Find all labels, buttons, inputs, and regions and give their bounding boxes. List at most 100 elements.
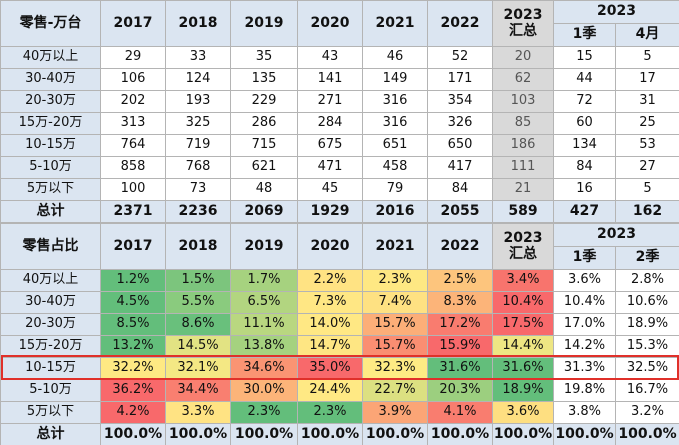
cell: 100 [100,178,166,201]
total-cell: 100.0% [165,423,231,445]
cell: 15.7% [362,335,428,358]
cell: 14.5% [165,335,231,358]
header-row: 1季 2季 [1,246,679,270]
cell: 34.6% [230,357,298,380]
cell: 73 [165,178,231,201]
header-sub: 2季 [615,246,679,270]
total-cell: 100.0% [492,423,554,445]
header-year: 2022 [427,0,493,47]
cell: 32.3% [362,357,428,380]
total-cell: 2069 [230,200,298,223]
cell: 25 [615,112,679,135]
cell: 354 [427,90,493,113]
total-label: 总计 [0,200,101,223]
cell: 103 [492,90,554,113]
total-cell: 2016 [362,200,428,223]
cell: 84 [427,178,493,201]
cell: 171 [427,68,493,91]
cell: 20 [492,46,554,69]
data-row: 20-30万 202 193 229 271 316 354 103 72 31 [0,90,679,113]
cell: 2.2% [297,269,363,292]
cell: 18.9% [492,379,554,402]
cell: 53 [615,134,679,157]
cell: 229 [230,90,298,113]
total-cell: 2055 [427,200,493,223]
cell: 286 [230,112,298,135]
cell: 4.1% [427,401,493,424]
header-year: 2017 [100,0,166,47]
cell: 10.4% [553,291,616,314]
cell: 15.7% [362,313,428,336]
cell: 202 [100,90,166,113]
cell: 764 [100,134,166,157]
total-cell: 427 [553,200,616,223]
total-cell: 162 [615,200,679,223]
cell: 417 [427,156,493,179]
cell: 5.5% [165,291,231,314]
cell: 111 [492,156,554,179]
row-label: 5万以下 [0,401,101,424]
header-row: 零售占比 2017 2018 2019 2020 2021 2022 2023 汇总 2023 [0,223,679,270]
cell: 2.5% [427,269,493,292]
data-table: 零售-万台 2017 2018 2019 2020 2021 2022 2023 汇总 2023 1… [0,0,679,223]
cell: 72 [553,90,616,113]
cell: 650 [427,134,493,157]
cell: 10.6% [615,291,679,314]
total-cell: 2236 [165,200,231,223]
cell: 4.2% [100,401,166,424]
cell: 313 [100,112,166,135]
cell: 84 [553,156,616,179]
data-row: 10-15万 32.2% 32.1% 34.6% 35.0% 32.3% 31.6% 31.6… [0,357,679,380]
cell: 3.6% [553,269,616,292]
cell: 316 [362,112,428,135]
cell: 16 [553,178,616,201]
row-label: 20-30万 [0,90,101,113]
data-row: 40万以上 1.2% 1.5% 1.7% 2.2% 2.3% 2.5% 3.4% 3.6% 2.8… [0,269,679,292]
total-cell: 589 [492,200,554,223]
header-group: 2023 [553,0,679,24]
cell: 21 [492,178,554,201]
cell: 715 [230,134,298,157]
cell: 44 [553,68,616,91]
cell: 15.9% [427,335,493,358]
cell: 14.0% [297,313,363,336]
cell: 60 [553,112,616,135]
header-sub: 1季 [553,23,616,47]
cell: 5 [615,46,679,69]
cell: 19.8% [553,379,616,402]
cell: 62 [492,68,554,91]
cell: 3.9% [362,401,428,424]
cell: 20.3% [427,379,493,402]
summary-label: 汇总 [509,22,537,39]
cell: 18.9% [615,313,679,336]
total-cell: 2371 [100,200,166,223]
cell: 135 [230,68,298,91]
header-year: 2022 [427,223,493,270]
cell: 33 [165,46,231,69]
cell: 17.2% [427,313,493,336]
cell: 8.3% [427,291,493,314]
cell: 471 [297,156,363,179]
cell: 1.7% [230,269,298,292]
cell: 7.3% [297,291,363,314]
data-row: 40万以上 29 33 35 43 46 52 20 15 5 [0,46,679,69]
cell: 3.2% [615,401,679,424]
cell: 325 [165,112,231,135]
cell: 48 [230,178,298,201]
cell: 134 [553,134,616,157]
cell: 17.0% [553,313,616,336]
cell: 141 [297,68,363,91]
cell: 7.4% [362,291,428,314]
total-cell: 100.0% [362,423,428,445]
cell: 4.5% [100,291,166,314]
cell: 149 [362,68,428,91]
header-year: 2021 [362,223,428,270]
cell: 284 [297,112,363,135]
cell: 79 [362,178,428,201]
cell: 14.7% [297,335,363,358]
header-sub: 4月 [615,23,679,47]
cell: 45 [297,178,363,201]
cell: 768 [165,156,231,179]
row-label: 30-40万 [0,68,101,91]
header-label: 零售-万台 [0,0,101,47]
